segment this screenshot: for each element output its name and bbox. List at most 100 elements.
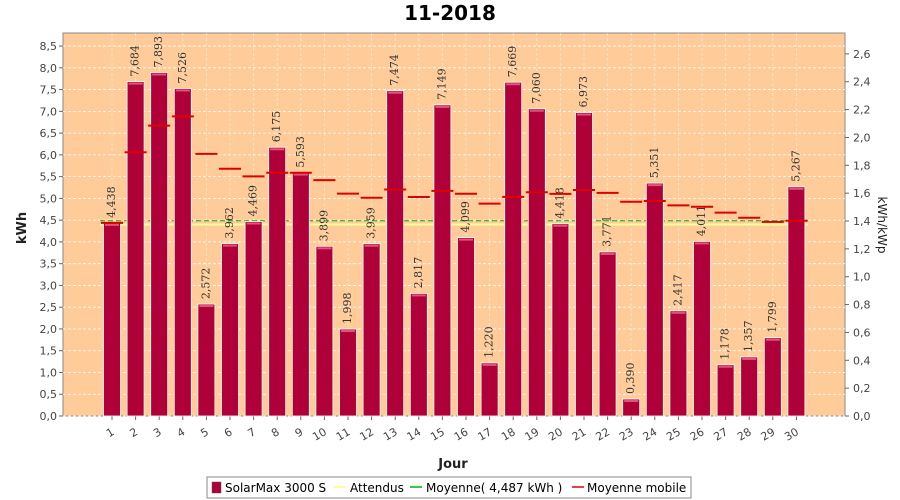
y-tick-label: 2,0 xyxy=(40,323,58,336)
y-tick-label: 0,0 xyxy=(40,410,58,423)
x-tick-label: 29 xyxy=(759,425,778,443)
bar-value-label: 7,149 xyxy=(435,68,448,100)
y-tick-label: 1,0 xyxy=(40,366,58,379)
y2-tick-label: 1,4 xyxy=(853,215,871,228)
y-tick-label: 4,5 xyxy=(40,214,58,227)
bar-value-label: 6,175 xyxy=(270,111,283,143)
legend-label-moving-average: Moyenne mobile xyxy=(587,481,686,495)
y2-tick-label: 1,6 xyxy=(853,187,871,200)
bar-value-label: 0,390 xyxy=(624,363,637,395)
bar-highlight xyxy=(789,187,804,190)
x-tick-label: 20 xyxy=(546,425,565,443)
bar xyxy=(362,243,381,417)
bar-value-label: 7,893 xyxy=(152,36,165,68)
bar-value-label: 4,099 xyxy=(459,201,472,233)
x-tick-label: 8 xyxy=(269,425,282,440)
bar-highlight xyxy=(364,244,379,247)
bar-value-label: 4,438 xyxy=(105,186,118,218)
bar-highlight xyxy=(246,222,261,225)
x-tick-label: 25 xyxy=(664,425,683,443)
bar-value-label: 7,669 xyxy=(506,46,519,78)
bar xyxy=(386,90,405,417)
bar-value-label: 1,357 xyxy=(742,320,755,352)
y-tick-label: 4,0 xyxy=(40,236,58,249)
bar xyxy=(268,146,287,417)
bar-highlight xyxy=(270,148,285,151)
bar-highlight xyxy=(152,73,167,76)
bar-value-label: 4,418 xyxy=(553,187,566,219)
legend: SolarMax 3000 S Attendus Moyenne( 4,487 … xyxy=(206,476,692,499)
bar-value-label: 2,572 xyxy=(199,268,212,300)
bar-highlight xyxy=(341,330,355,333)
y-tick-label: 7,0 xyxy=(40,105,58,118)
bar-value-label: 7,526 xyxy=(176,52,189,84)
y2-tick-label: 0,0 xyxy=(853,410,871,423)
y2-tick-label: 2,2 xyxy=(853,104,871,117)
bar xyxy=(551,223,570,417)
bar-highlight xyxy=(600,252,615,255)
y-tick-label: 6,0 xyxy=(40,149,58,162)
bar xyxy=(763,337,782,417)
y-tick-label: 0,5 xyxy=(40,388,58,401)
bar xyxy=(693,241,711,417)
y2-tick-label: 2,6 xyxy=(853,48,871,61)
y2-tick-label: 0,6 xyxy=(853,326,871,339)
bar-value-label: 3,771 xyxy=(601,215,614,247)
x-tick-label: 9 xyxy=(293,425,306,440)
bar-value-label: 5,593 xyxy=(294,136,307,168)
bar-value-label: 2,417 xyxy=(671,274,684,306)
bar xyxy=(716,364,735,417)
bar xyxy=(787,186,806,417)
x-tick-label: 21 xyxy=(570,425,589,443)
bar xyxy=(645,182,664,417)
legend-label-bars: SolarMax 3000 S xyxy=(225,481,326,495)
y-tick-label: 5,0 xyxy=(40,192,58,205)
x-tick-label: 28 xyxy=(735,425,754,443)
bar-value-label: 6,973 xyxy=(577,76,590,108)
bar-value-label: 4,469 xyxy=(247,185,260,217)
bar xyxy=(575,112,593,417)
bar-highlight xyxy=(624,400,639,403)
bar xyxy=(457,237,475,417)
x-tick-label: 11 xyxy=(334,425,353,443)
bar xyxy=(150,72,169,417)
x-tick-label: 4 xyxy=(175,425,188,440)
bar xyxy=(291,172,310,417)
y2-tick-label: 0,4 xyxy=(853,354,871,367)
x-tick-label: 23 xyxy=(617,425,636,443)
legend-box xyxy=(206,476,692,499)
bar-value-label: 5,267 xyxy=(789,150,802,182)
y-tick-label: 7,5 xyxy=(40,84,58,97)
bar-highlight xyxy=(671,311,686,314)
x-tick-label: 15 xyxy=(428,425,447,443)
bar xyxy=(339,328,357,417)
bar-value-label: 7,684 xyxy=(129,45,142,77)
y2-tick-label: 0,8 xyxy=(853,299,871,312)
y-axis-title: kWh xyxy=(15,212,30,244)
bar xyxy=(409,292,428,417)
bar-value-label: 3,959 xyxy=(365,207,378,239)
x-tick-label: 17 xyxy=(475,425,494,443)
y2-tick-label: 2,4 xyxy=(853,76,871,89)
y2-tick-label: 1,8 xyxy=(853,159,871,172)
legend-label-average: Moyenne( 4,487 kWh ) xyxy=(426,481,562,495)
x-tick-label: 16 xyxy=(452,425,471,443)
bar-highlight xyxy=(388,91,403,94)
bar-highlight xyxy=(105,223,119,226)
bar-highlight xyxy=(647,184,662,187)
bar-highlight xyxy=(317,247,332,250)
bar xyxy=(244,221,263,417)
bar-highlight xyxy=(529,109,544,112)
y-tick-label: 2,5 xyxy=(40,301,58,314)
y-tick-label: 8,5 xyxy=(40,40,58,53)
x-tick-label: 19 xyxy=(523,425,542,443)
x-axis-title: Jour xyxy=(437,457,468,472)
bar-highlight xyxy=(199,305,214,308)
y-tick-label: 1,5 xyxy=(40,345,58,358)
y-tick-label: 3,5 xyxy=(40,258,58,271)
bar-value-label: 1,998 xyxy=(341,293,354,325)
chart-title: 11-2018 xyxy=(404,1,496,25)
bar xyxy=(527,108,546,417)
bar-highlight xyxy=(506,83,521,86)
bar-highlight xyxy=(553,224,568,227)
